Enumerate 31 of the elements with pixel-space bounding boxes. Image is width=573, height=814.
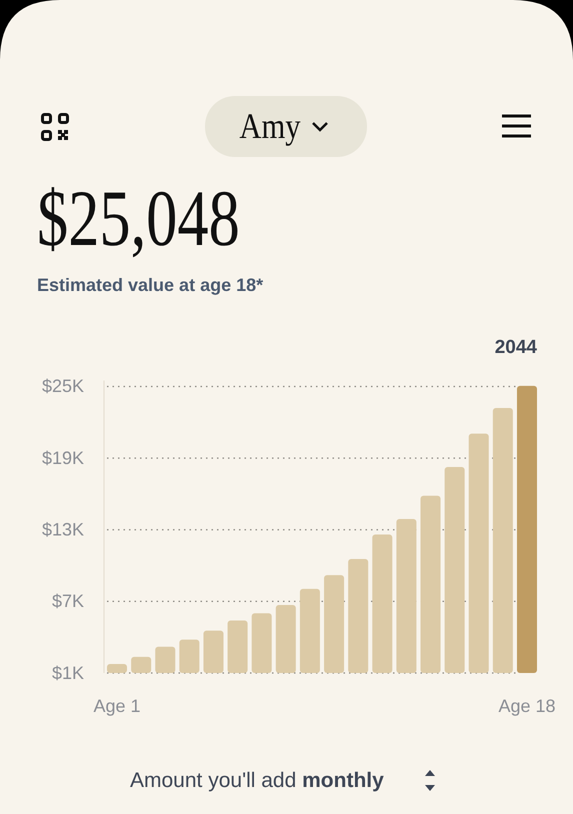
x-tick-label: Age 1 xyxy=(93,696,141,716)
bar xyxy=(252,613,272,673)
y-tick-label: $13K xyxy=(42,519,84,540)
bar xyxy=(372,534,392,673)
bar xyxy=(155,646,176,673)
bar xyxy=(396,518,416,673)
bar xyxy=(444,467,465,673)
bar xyxy=(492,408,513,673)
bar xyxy=(516,386,537,673)
bar xyxy=(179,640,200,673)
text: Amy xyxy=(239,106,301,147)
y-tick-label: $19K xyxy=(42,448,84,468)
y-tick-label: $1K xyxy=(52,662,84,683)
text: Amount you'll add xyxy=(130,769,302,792)
chart-subtitle: Estimated value at age 18* xyxy=(37,275,264,295)
bar xyxy=(107,664,128,673)
x-tick-label: Age 18 xyxy=(498,696,556,716)
bar xyxy=(300,588,320,673)
bar xyxy=(420,496,441,673)
y-tick-label: $25K xyxy=(42,376,84,396)
chart-title: $25,048 xyxy=(37,174,240,263)
bar xyxy=(228,620,248,673)
text: monthly xyxy=(302,769,384,792)
bar xyxy=(324,575,344,673)
bar xyxy=(131,656,152,673)
text: 2044 xyxy=(494,337,538,358)
bar xyxy=(468,434,489,673)
y-tick-label: $7K xyxy=(52,591,84,612)
bar xyxy=(276,604,296,673)
bar xyxy=(348,558,368,673)
bar xyxy=(203,630,224,673)
